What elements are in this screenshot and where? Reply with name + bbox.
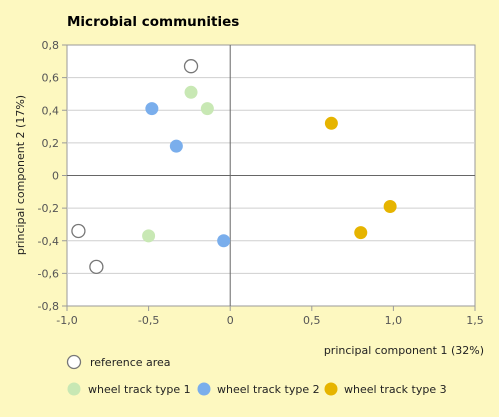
x-tick-label-0: -1,0	[56, 314, 77, 327]
x-tick-label-3: 0,5	[303, 314, 321, 327]
legend: reference area wheel track type 1 wheel tr…	[66, 354, 447, 396]
x-tick-label-1: -0,5	[138, 314, 159, 327]
point-series-3-2	[169, 139, 183, 153]
x-tick-label-5: 1,5	[466, 314, 484, 327]
legend-label-2: wheel track type 1	[88, 383, 191, 396]
y-tick-label-2: 0,4	[42, 104, 60, 117]
point-series-1-3	[89, 259, 104, 275]
point-series-1-2	[71, 223, 86, 239]
point-series-4-1	[324, 116, 338, 130]
y-axis-title: principal component 2 (17%)	[14, 95, 27, 255]
y-tick-label-8: -0,8	[38, 300, 59, 313]
y-tick-label-3: 0,2	[42, 137, 60, 150]
x-tick-label-4: 1,0	[385, 314, 403, 327]
y-tick-label-5: -0,2	[38, 202, 59, 215]
legend-marker-4	[324, 382, 338, 396]
point-series-2-2	[200, 102, 214, 116]
data-points	[71, 59, 397, 275]
x-tick-label-2: 0	[227, 314, 234, 327]
point-series-2-3	[142, 229, 156, 243]
point-series-2-1	[184, 85, 198, 99]
legend-marker-1	[66, 354, 82, 370]
point-series-4-2	[383, 199, 397, 213]
legend-label-1: reference area	[90, 356, 171, 369]
zero-axes	[67, 45, 475, 306]
gridlines	[67, 77, 475, 274]
y-tick-labels: 0,8 0,6 0,4 0,2 0 -0,2 -0,4 -0,6 -0,8	[38, 39, 67, 313]
point-series-1-1	[183, 59, 199, 74]
y-tick-label-0: 0,8	[42, 39, 60, 52]
point-series-3-3	[217, 234, 231, 248]
point-series-4-3	[354, 226, 368, 240]
y-tick-label-1: 0,6	[42, 72, 60, 85]
legend-label-3: wheel track type 2	[217, 383, 320, 396]
x-axis-title: principal component 1 (32%)	[324, 344, 484, 357]
point-series-3-1	[145, 102, 159, 116]
legend-marker-3	[197, 382, 211, 396]
y-tick-label-4: 0	[52, 170, 59, 183]
y-tick-label-6: -0,4	[38, 235, 59, 248]
chart-title: Microbial communities	[67, 14, 239, 30]
x-tick-labels: -1,0 -0,5 0 0,5 1,0 1,5	[56, 306, 484, 327]
legend-marker-2	[67, 382, 81, 396]
legend-label-4: wheel track type 3	[344, 383, 447, 396]
y-tick-label-7: -0,6	[38, 267, 59, 280]
